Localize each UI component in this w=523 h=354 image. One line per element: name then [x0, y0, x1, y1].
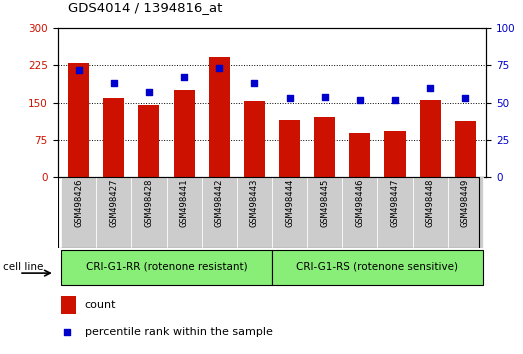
Point — [215, 65, 223, 71]
Bar — [279, 120, 300, 177]
Text: CRI-G1-RS (rotenone sensitive): CRI-G1-RS (rotenone sensitive) — [297, 262, 459, 272]
Bar — [384, 131, 405, 177]
Point — [286, 95, 294, 101]
Point — [426, 85, 434, 91]
Bar — [244, 101, 265, 177]
Point — [110, 80, 118, 86]
Text: GSM498426: GSM498426 — [74, 179, 83, 228]
Text: GSM498448: GSM498448 — [426, 179, 435, 228]
Text: GSM498428: GSM498428 — [144, 179, 153, 228]
Bar — [139, 105, 160, 177]
Text: cell line: cell line — [3, 262, 43, 272]
Bar — [448, 177, 483, 248]
Text: GSM498447: GSM498447 — [391, 179, 400, 228]
Bar — [237, 177, 272, 248]
Bar — [61, 296, 75, 314]
Text: GSM498427: GSM498427 — [109, 179, 118, 228]
Bar — [166, 177, 202, 248]
Bar — [349, 133, 370, 177]
Bar — [131, 177, 166, 248]
Bar — [61, 177, 96, 248]
Bar — [174, 90, 195, 177]
Text: count: count — [85, 300, 116, 310]
Text: percentile rank within the sample: percentile rank within the sample — [85, 327, 272, 337]
Text: GSM498449: GSM498449 — [461, 179, 470, 228]
Point — [356, 97, 364, 103]
Text: GSM498445: GSM498445 — [320, 179, 329, 228]
Text: GDS4014 / 1394816_at: GDS4014 / 1394816_at — [68, 1, 222, 14]
Bar — [314, 116, 335, 177]
Bar — [272, 250, 483, 285]
Point — [62, 329, 71, 335]
Point — [461, 95, 470, 101]
Bar — [378, 177, 413, 248]
Bar — [68, 63, 89, 177]
Bar — [61, 250, 272, 285]
Point — [321, 94, 329, 99]
Point — [250, 80, 258, 86]
Text: GSM498444: GSM498444 — [285, 179, 294, 228]
Bar — [209, 57, 230, 177]
Point — [74, 67, 83, 73]
Text: GSM498446: GSM498446 — [355, 179, 365, 228]
Bar — [455, 121, 476, 177]
Bar — [96, 177, 131, 248]
Bar — [342, 177, 378, 248]
Bar — [272, 177, 307, 248]
Text: GSM498443: GSM498443 — [250, 179, 259, 228]
Bar — [103, 98, 124, 177]
Text: GSM498441: GSM498441 — [179, 179, 189, 228]
Text: CRI-G1-RR (rotenone resistant): CRI-G1-RR (rotenone resistant) — [86, 262, 247, 272]
Bar — [413, 177, 448, 248]
Bar — [419, 100, 441, 177]
Bar — [202, 177, 237, 248]
Point — [145, 90, 153, 95]
Text: GSM498442: GSM498442 — [215, 179, 224, 228]
Point — [180, 75, 188, 80]
Bar — [307, 177, 342, 248]
Point — [391, 97, 399, 103]
